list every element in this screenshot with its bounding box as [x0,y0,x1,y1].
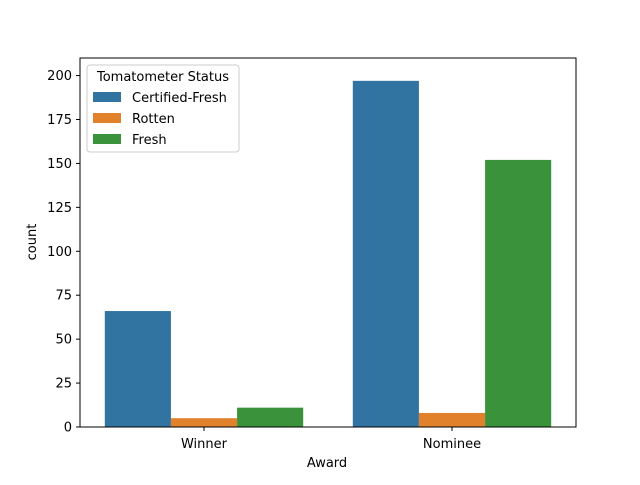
bars-layer [104,80,552,427]
legend-label-fresh: Fresh [132,133,167,148]
plot-frame [79,57,577,428]
legend-swatch-rotten [93,113,121,123]
bar-certified-fresh-nominee [352,80,419,427]
y-tick-label: 200 [47,69,72,84]
bar-fresh-winner [237,407,304,427]
y-tick-label: 125 [47,201,72,216]
bar-certified-fresh-winner [104,311,171,427]
legend: Tomatometer Status Certified-Fresh Rotten… [86,64,240,153]
bar-fresh-nominee [485,159,552,427]
y-tick-label: 100 [47,245,72,260]
legend-title: Tomatometer Status [96,70,229,85]
y-tick-label: 150 [47,157,72,172]
legend-entries: Certified-Fresh Rotten Fresh [93,91,227,148]
x-tick-label: Winner [181,437,228,452]
y-tick-label: 75 [55,289,72,304]
legend-label-certified-fresh: Certified-Fresh [132,91,227,106]
bar-rotten-nominee [418,412,486,427]
y-tick-label: 25 [55,377,72,392]
y-tick-label: 0 [64,421,72,436]
legend-label-rotten: Rotten [132,112,175,127]
y-tick-label: 50 [55,333,72,348]
y-axis-label: count [25,224,40,261]
bar-rotten-winner [170,418,238,427]
legend-swatch-certified-fresh [93,92,121,102]
x-tick-label: Nominee [423,437,481,452]
legend-frame [86,64,240,153]
axes-layer: 0 25 50 75 100 125 150 175 200 Winner Nominee [47,57,577,452]
x-axis-label: Award [307,456,347,471]
y-tick-label: 175 [47,113,72,128]
legend-swatch-fresh [93,134,121,144]
